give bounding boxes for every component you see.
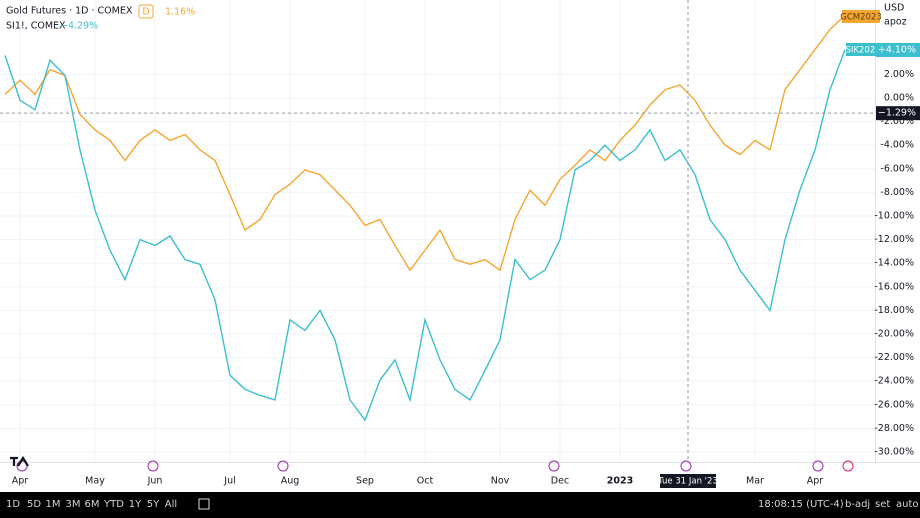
series-tag-label: GCM2023 [840,13,882,23]
x-tick-label: Apr [807,476,824,487]
last-value-tag [876,43,920,57]
crosshair-y-tag [876,106,920,121]
y-tick-label: -20.00% [874,328,914,339]
option-button[interactable]: auto [896,499,919,510]
main-change: 1.16% [165,7,195,18]
x-tick-label: Apr [12,476,29,487]
range-button[interactable]: 1Y [129,499,142,510]
compare-icon[interactable] [198,498,210,510]
y-tick-label: -14.00% [874,258,914,269]
compare-change: −4.29% [60,21,98,32]
crosshair-y-label: −1.29% [878,108,916,119]
x-tick-label: Oct [417,476,434,487]
x-tick-label: Aug [281,476,300,487]
x-tick-label: May [85,476,105,487]
x-tick-label: Mar [746,476,764,487]
range-button[interactable]: YTD [103,499,124,510]
y-tick-label: -18.00% [874,305,914,316]
compare-legend: SI1!, COMEX [6,21,66,32]
scale-mode[interactable]: apoz [884,17,907,28]
y-tick-label: -26.00% [874,399,914,410]
clock: 18:08:15 (UTC-4) [758,499,844,510]
currency[interactable]: USD [884,3,904,14]
x-tick-label: Dec [551,476,569,487]
series-line [4,49,846,422]
y-tick-label: -8.00% [880,187,914,198]
y-tick-label: -12.00% [874,234,914,245]
range-button[interactable]: 6M [85,499,100,510]
range-button[interactable]: 5Y [147,499,160,510]
x-tick-label: 2023 [607,476,633,487]
y-tick-label: -10.00% [874,210,914,221]
y-tick-label: -28.00% [874,423,914,434]
y-tick-label: -2.00% [880,116,914,127]
y-tick-label: -30.00% [874,446,914,457]
x-tick-label: Jun [147,476,163,487]
y-tick-label: -24.00% [874,376,914,387]
x-tick-label: Nov [491,476,510,487]
y-tick-label: 0.00% [884,92,914,103]
series-tag-label: SIK2023 [845,46,880,56]
x-tick-label: Jul [223,476,235,487]
x-tick-label: Sep [356,476,374,487]
option-button[interactable]: set [875,499,890,510]
y-tick-label: 2.00% [884,69,914,80]
range-button[interactable]: 1M [46,499,61,510]
toolbar [0,492,920,518]
background [0,0,920,492]
last-value-label: +4.10% [878,45,916,56]
logo [10,455,29,467]
y-tick-label: -22.00% [874,352,914,363]
crosshair-x-label: Tue 31 Jan '23 [657,477,718,487]
series-tag [846,43,880,56]
interval-badge: D [142,7,149,18]
series-tag [842,10,880,23]
y-tick-label: -6.00% [880,163,914,174]
range-button[interactable]: 3M [66,499,81,510]
series-line [4,14,846,272]
y-tick-label: -16.00% [874,281,914,292]
range-button[interactable]: 5D [27,499,41,510]
option-button[interactable]: b-adj [845,499,870,510]
crosshair-x-tag [660,474,716,488]
y-tick-label: -4.00% [880,140,914,151]
chart-title: Gold Futures · 1D · COMEX [6,6,133,17]
range-button[interactable]: All [165,499,177,510]
range-button[interactable]: 1D [6,499,20,510]
interval-badge-box [138,4,154,19]
